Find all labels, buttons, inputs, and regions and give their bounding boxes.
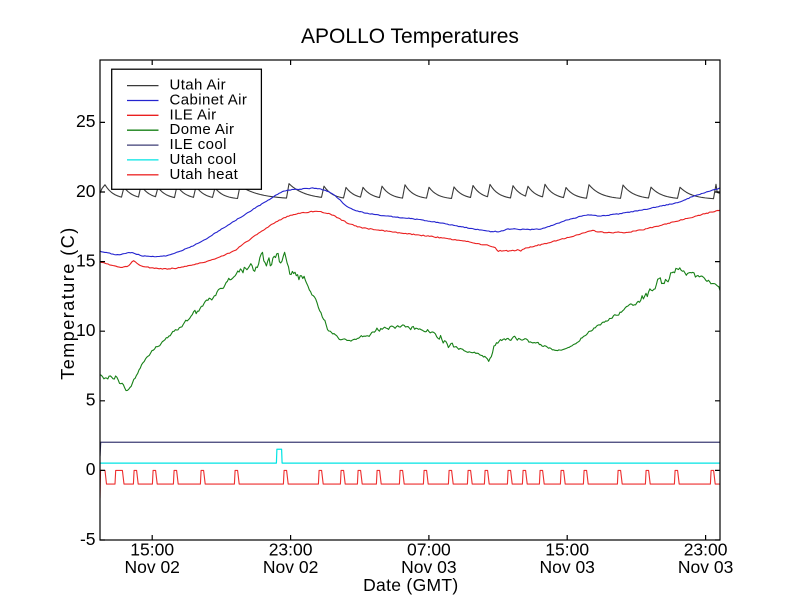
svg-text:Nov 02: Nov 02 xyxy=(124,557,179,577)
svg-text:15: 15 xyxy=(76,250,95,270)
svg-text:APOLLO Temperatures: APOLLO Temperatures xyxy=(301,25,519,48)
svg-text:Cabinet Air: Cabinet Air xyxy=(170,92,248,109)
svg-text:23:00: 23:00 xyxy=(684,540,728,560)
svg-text:-5: -5 xyxy=(80,529,96,549)
svg-text:Date (GMT): Date (GMT) xyxy=(363,575,458,595)
svg-text:10: 10 xyxy=(76,320,96,340)
svg-text:20: 20 xyxy=(76,181,96,201)
svg-text:Nov 02: Nov 02 xyxy=(263,557,318,577)
svg-text:Nov 03: Nov 03 xyxy=(678,557,733,577)
svg-text:ILE Air: ILE Air xyxy=(170,106,217,123)
svg-text:ILE cool: ILE cool xyxy=(170,136,227,153)
svg-text:Dome Air: Dome Air xyxy=(170,121,235,138)
svg-text:23:00: 23:00 xyxy=(269,540,313,560)
svg-text:15:00: 15:00 xyxy=(130,540,174,560)
svg-text:Utah heat: Utah heat xyxy=(170,166,239,183)
svg-text:15:00: 15:00 xyxy=(545,540,589,560)
svg-text:07:00: 07:00 xyxy=(407,540,451,560)
svg-text:25: 25 xyxy=(76,111,95,131)
svg-text:Utah Air: Utah Air xyxy=(170,77,227,94)
svg-text:5: 5 xyxy=(86,390,96,410)
svg-text:Temperature (C): Temperature (C) xyxy=(58,226,78,380)
svg-text:Nov 03: Nov 03 xyxy=(401,557,456,577)
svg-text:Nov 03: Nov 03 xyxy=(539,557,594,577)
svg-text:Utah cool: Utah cool xyxy=(170,151,237,168)
svg-text:0: 0 xyxy=(86,459,96,479)
